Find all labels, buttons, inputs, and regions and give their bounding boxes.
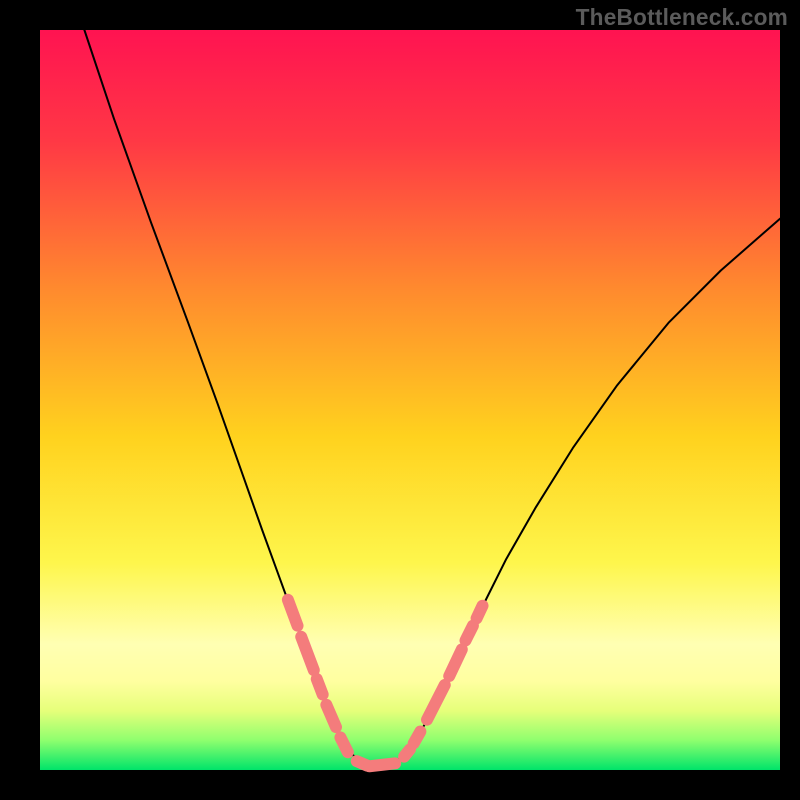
chart-svg (0, 0, 800, 800)
figure-root: TheBottleneck.com (0, 0, 800, 800)
highlight-segment (404, 749, 410, 756)
highlight-segment (340, 737, 347, 752)
highlight-segment (317, 679, 323, 695)
highlight-segment (414, 732, 421, 744)
highlight-segment (369, 763, 395, 766)
plot-background (40, 30, 780, 770)
highlight-segment (477, 606, 483, 619)
watermark-text: TheBottleneck.com (576, 4, 788, 31)
highlight-segment (466, 626, 473, 641)
